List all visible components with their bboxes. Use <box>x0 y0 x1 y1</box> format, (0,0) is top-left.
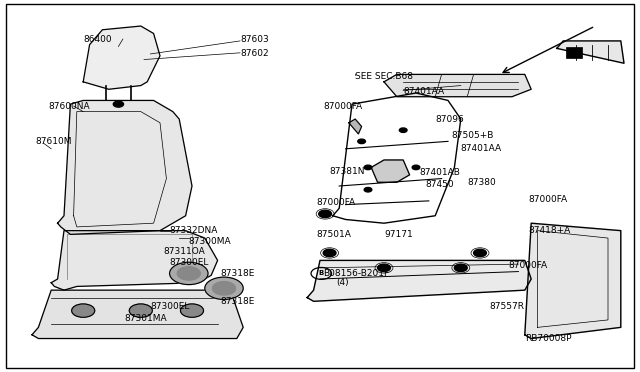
Text: 87600NA: 87600NA <box>48 102 90 110</box>
Text: 87381N: 87381N <box>330 167 365 176</box>
Text: 87311OA: 87311OA <box>163 247 205 256</box>
Polygon shape <box>557 41 624 63</box>
Polygon shape <box>32 290 243 339</box>
Text: 87603: 87603 <box>240 35 269 44</box>
Text: 87300EL: 87300EL <box>170 258 209 267</box>
Polygon shape <box>307 260 531 301</box>
Text: 87000FA: 87000FA <box>317 198 356 207</box>
Polygon shape <box>371 160 410 182</box>
Text: 87318E: 87318E <box>221 297 255 306</box>
Text: 87602: 87602 <box>240 49 269 58</box>
Text: 87505+B: 87505+B <box>451 131 493 140</box>
Text: SEE SEC.B68: SEE SEC.B68 <box>355 72 413 81</box>
Text: B: B <box>319 270 324 276</box>
Text: 87300EL: 87300EL <box>150 302 190 311</box>
Text: 86400: 86400 <box>83 35 112 44</box>
Circle shape <box>129 304 152 317</box>
Text: 87301MA: 87301MA <box>125 314 168 323</box>
Circle shape <box>454 264 467 272</box>
Text: 87401AA: 87401AA <box>461 144 502 153</box>
Text: 97171: 97171 <box>384 230 413 239</box>
Polygon shape <box>349 119 362 134</box>
Text: 87096: 87096 <box>435 115 464 124</box>
Polygon shape <box>525 223 621 339</box>
Circle shape <box>412 165 420 170</box>
Text: 87501A: 87501A <box>317 230 351 239</box>
Polygon shape <box>83 26 160 89</box>
Circle shape <box>358 139 365 144</box>
Text: 87418+A: 87418+A <box>528 226 570 235</box>
Circle shape <box>364 165 372 170</box>
Text: 87401AA: 87401AA <box>403 87 444 96</box>
Circle shape <box>113 101 124 107</box>
Text: 87450: 87450 <box>426 180 454 189</box>
Circle shape <box>323 249 336 257</box>
Text: 87610M: 87610M <box>35 137 72 146</box>
Circle shape <box>378 264 390 272</box>
Circle shape <box>212 282 236 295</box>
Text: 87000FA: 87000FA <box>509 262 548 270</box>
Polygon shape <box>384 74 531 97</box>
Circle shape <box>72 304 95 317</box>
Circle shape <box>205 277 243 299</box>
Polygon shape <box>58 100 192 234</box>
Bar <box>566 46 582 58</box>
Polygon shape <box>51 231 218 290</box>
Circle shape <box>399 128 407 132</box>
Text: 87401AB: 87401AB <box>419 169 460 177</box>
Circle shape <box>180 304 204 317</box>
Text: (4): (4) <box>336 278 349 287</box>
Circle shape <box>319 210 332 218</box>
Circle shape <box>177 267 200 280</box>
Text: 87380: 87380 <box>467 178 496 187</box>
Text: 87300MA: 87300MA <box>189 237 232 246</box>
Circle shape <box>474 249 486 257</box>
Circle shape <box>364 187 372 192</box>
Circle shape <box>170 262 208 285</box>
Text: 87000FA: 87000FA <box>323 102 362 110</box>
Text: 87557R: 87557R <box>490 302 525 311</box>
Text: 87000FA: 87000FA <box>528 195 567 203</box>
Text: B08156-B201F: B08156-B201F <box>323 269 389 278</box>
Text: 87332DNA: 87332DNA <box>170 226 218 235</box>
Text: RB70008P: RB70008P <box>525 334 572 343</box>
Text: 87318E: 87318E <box>221 269 255 278</box>
